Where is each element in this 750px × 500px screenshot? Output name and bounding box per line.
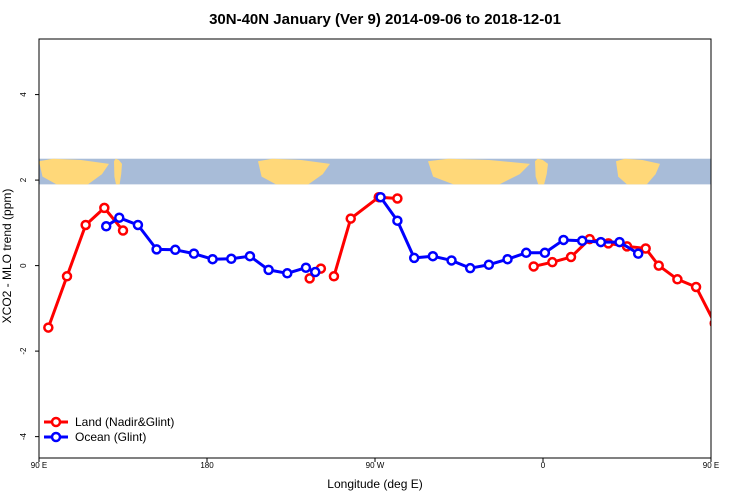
series-land-nadir-glint- bbox=[43, 191, 737, 333]
x-tick-label: 0 bbox=[541, 461, 546, 470]
data-point bbox=[300, 262, 312, 273]
land-shape bbox=[258, 158, 330, 185]
data-point bbox=[99, 202, 110, 214]
x-tick-label: 90 E bbox=[703, 461, 719, 470]
data-point bbox=[207, 253, 218, 265]
y-axis: -4 -2 0 2 4 bbox=[19, 92, 39, 440]
legend-label: Land (Nadir&Glint) bbox=[75, 415, 174, 429]
land-shape bbox=[114, 158, 122, 185]
data-point bbox=[244, 250, 256, 262]
series-line bbox=[332, 195, 398, 277]
data-point bbox=[114, 212, 125, 223]
land-shape bbox=[535, 158, 548, 185]
data-point bbox=[576, 235, 588, 247]
data-point bbox=[43, 322, 54, 333]
y-tick-label: 0 bbox=[19, 263, 28, 268]
y-tick-label: -2 bbox=[19, 347, 28, 355]
data-point bbox=[226, 253, 237, 265]
map-land bbox=[39, 158, 660, 185]
data-point bbox=[464, 262, 476, 274]
data-point bbox=[304, 273, 315, 284]
data-point bbox=[520, 247, 532, 259]
data-point bbox=[151, 244, 162, 255]
x-axis-label: Longitude (deg E) bbox=[327, 477, 422, 491]
data-point bbox=[672, 274, 683, 285]
land-shape bbox=[428, 158, 530, 185]
data-point bbox=[188, 248, 200, 259]
series-line bbox=[533, 237, 711, 320]
x-tick-label: 180 bbox=[200, 461, 214, 470]
data-point bbox=[117, 225, 129, 236]
land-shape bbox=[39, 158, 109, 185]
data-point bbox=[170, 244, 181, 256]
plot-frame bbox=[38, 38, 712, 459]
chart-title: 30N-40N January (Ver 9) 2014-09-06 to 20… bbox=[209, 11, 561, 28]
data-point bbox=[528, 261, 539, 272]
data-point bbox=[502, 253, 513, 265]
data-point bbox=[690, 281, 702, 293]
legend-label: Ocean (Glint) bbox=[75, 430, 146, 444]
data-point bbox=[392, 215, 403, 226]
land-shape bbox=[616, 158, 660, 185]
data-point bbox=[61, 271, 73, 282]
series-layer bbox=[43, 191, 737, 333]
data-point bbox=[100, 221, 112, 232]
map-strip bbox=[39, 158, 711, 185]
data-point bbox=[632, 248, 644, 259]
data-point bbox=[392, 193, 403, 204]
data-point bbox=[565, 251, 577, 263]
legend: Land (Nadir&Glint)Ocean (Glint) bbox=[44, 415, 174, 444]
series-ocean-glint- bbox=[100, 191, 644, 279]
data-point bbox=[328, 271, 340, 282]
data-point bbox=[310, 266, 321, 278]
data-point bbox=[375, 191, 386, 203]
data-point bbox=[709, 319, 711, 328]
legend-marker bbox=[50, 431, 62, 443]
data-point bbox=[282, 268, 293, 279]
y-axis-label: XCO2 - MLO trend (ppm) bbox=[0, 189, 14, 324]
data-point bbox=[558, 234, 569, 246]
data-point bbox=[595, 236, 607, 248]
legend-marker bbox=[50, 416, 62, 428]
x-axis: 90 E 180 90 W 0 90 E bbox=[31, 458, 719, 470]
data-point bbox=[408, 252, 420, 264]
data-point bbox=[729, 324, 737, 332]
data-point bbox=[640, 243, 651, 254]
x-tick-label: 90 E bbox=[31, 461, 47, 470]
data-point bbox=[80, 219, 91, 231]
data-point bbox=[547, 256, 558, 268]
data-point bbox=[132, 219, 144, 231]
data-point bbox=[263, 264, 274, 276]
data-point bbox=[427, 250, 439, 262]
x-tick-label: 90 W bbox=[366, 461, 385, 470]
y-tick-label: 4 bbox=[19, 92, 28, 97]
map-ocean bbox=[39, 158, 711, 185]
y-tick-label: 2 bbox=[19, 177, 28, 182]
y-tick-label: -4 bbox=[19, 433, 28, 441]
data-point bbox=[446, 255, 457, 266]
data-point bbox=[539, 247, 551, 259]
data-point bbox=[483, 259, 495, 270]
data-point bbox=[653, 260, 664, 271]
data-point bbox=[345, 213, 356, 224]
data-point bbox=[614, 236, 625, 248]
